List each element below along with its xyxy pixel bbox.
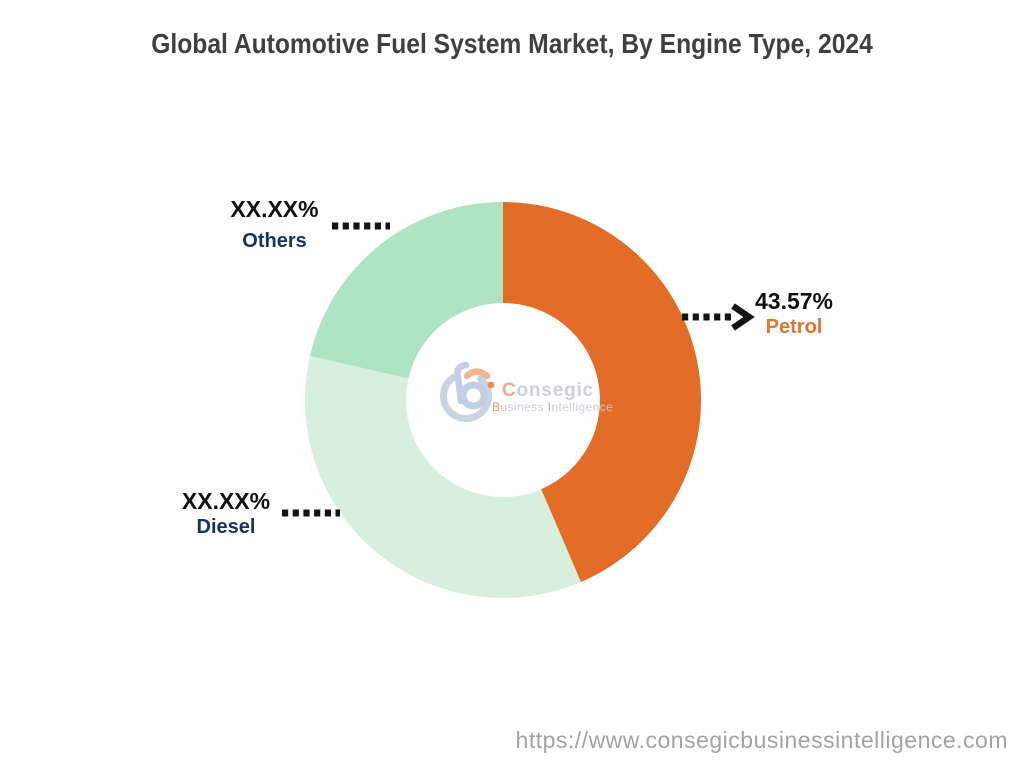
others-label: XX.XX% Others — [192, 196, 357, 254]
donut-slice-others — [309, 202, 503, 379]
consegic-logo: Consegic Business Intelligence — [440, 361, 613, 422]
petrol-label: 43.57% Petrol — [714, 288, 874, 340]
logo-outer-arc-icon — [440, 374, 493, 422]
logo-b-bowl-icon — [459, 381, 488, 410]
chart-title: Global Automotive Fuel System Market, By… — [151, 28, 873, 59]
source-url-link[interactable]: https://www.consegicbusinessintelligence… — [515, 727, 1008, 753]
logo-dot-icon — [487, 381, 495, 389]
donut-slice-diesel — [304, 355, 581, 599]
others-category: Others — [242, 230, 307, 252]
diesel-value: XX.XX% — [181, 488, 271, 514]
donut-slice-petrol — [503, 202, 702, 583]
petrol-category: Petrol — [765, 316, 823, 338]
donut-chart — [304, 202, 702, 599]
logo-swoosh-icon — [463, 368, 491, 380]
diesel-category: Diesel — [196, 516, 256, 538]
others-value: XX.XX% — [230, 196, 319, 222]
diesel-label: XX.XX% Diesel — [146, 488, 306, 540]
logo-b-stem-icon — [454, 361, 470, 405]
logo-brand-text: Consegic — [502, 380, 594, 401]
petrol-value: 43.57% — [754, 288, 833, 314]
logo-tagline-text: Business Intelligence — [492, 400, 613, 414]
